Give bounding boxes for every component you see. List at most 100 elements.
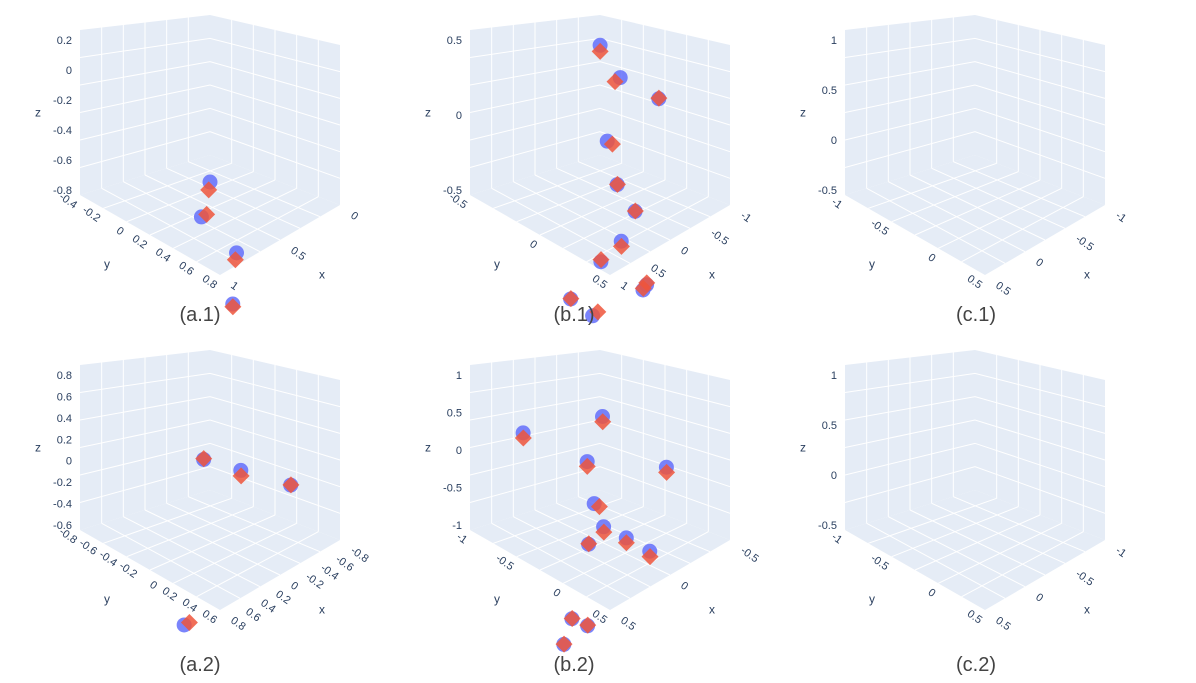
x-tick-label: -1 xyxy=(1113,210,1128,225)
point-diamond xyxy=(591,42,609,60)
x-tick-label: 0.5 xyxy=(648,262,667,281)
x-tick-label: -0.5 xyxy=(738,545,760,566)
grid-line xyxy=(79,442,341,488)
point-diamond xyxy=(232,467,250,485)
y-tick-label: -0.2 xyxy=(117,560,139,581)
x-axis-label: x xyxy=(709,268,715,282)
caption-c1: (c.1) xyxy=(956,304,996,326)
y-axis-label: y xyxy=(869,257,875,271)
point-diamond xyxy=(594,413,612,431)
y-tick-label: 0.6 xyxy=(200,608,219,627)
floor-pane xyxy=(80,490,340,610)
x-tick-label: 0 xyxy=(348,210,360,223)
floor-pane xyxy=(470,155,730,275)
point-diamond xyxy=(592,251,610,269)
z-tick-label: -0.4 xyxy=(53,125,72,137)
x-tick-label: -0.5 xyxy=(1073,233,1095,254)
caption-b2: (b.2) xyxy=(553,654,595,676)
y-tick-label: -0.2 xyxy=(80,204,102,225)
x-tick-label: 1 xyxy=(228,280,240,293)
point-diamond xyxy=(626,202,644,220)
y-tick-label: 0.4 xyxy=(153,246,172,265)
z-tick-label: 1 xyxy=(456,370,462,382)
caption-a1: (a.1) xyxy=(179,304,221,326)
z-tick-label: 0.2 xyxy=(57,35,72,47)
y-axis-label: y xyxy=(104,592,110,606)
x-tick-label: 0 xyxy=(678,580,690,593)
z-tick-label: 0.5 xyxy=(822,420,837,432)
y-tick-label: -0.5 xyxy=(868,552,890,573)
z-tick-label: 0 xyxy=(66,456,72,468)
x-tick-label: -1 xyxy=(1113,545,1128,560)
y-tick-label: -0.5 xyxy=(493,552,515,573)
chart-c1: 10.50-0.5z-1-0.500.5y-1-0.500.5x xyxy=(800,15,1128,298)
z-tick-label: -0.5 xyxy=(443,185,462,197)
z-tick-label: -0.2 xyxy=(53,95,72,107)
y-tick-label: 0 xyxy=(551,586,563,599)
caption-b1: (b.1) xyxy=(553,304,595,326)
y-tick-label: -0.5 xyxy=(868,217,890,238)
z-tick-label: 0 xyxy=(456,445,462,457)
y-axis-label: y xyxy=(104,257,110,271)
point-diamond xyxy=(195,450,213,468)
grid-line xyxy=(844,107,1106,153)
y-tick-label: -0.6 xyxy=(77,537,99,558)
point-diamond xyxy=(563,610,581,628)
point-diamond xyxy=(590,498,608,516)
point-diamond xyxy=(226,251,244,269)
z-tick-label: 1 xyxy=(831,35,837,47)
grid-line xyxy=(101,522,241,599)
point-diamond xyxy=(641,548,659,566)
point-diamond xyxy=(562,290,580,308)
x-tick-label: 0 xyxy=(678,245,690,258)
z-axis-label: z xyxy=(425,441,431,455)
z-tick-label: -0.2 xyxy=(53,477,72,489)
grid-line xyxy=(101,187,241,264)
z-axis-label: z xyxy=(800,106,806,120)
y-tick-label: 0.4 xyxy=(180,596,199,615)
chart-a2: 0.80.60.40.20-0.2-0.4-0.6z-0.8-0.6-0.4-0… xyxy=(35,350,371,633)
y-tick-label: 0 xyxy=(926,251,938,264)
caption-a2: (a.2) xyxy=(179,654,221,676)
x-tick-label: 0 xyxy=(1033,256,1045,269)
point-diamond xyxy=(617,534,635,552)
z-axis-label: z xyxy=(800,441,806,455)
y-tick-label: 0 xyxy=(527,238,539,251)
x-tick-label: 0.5 xyxy=(993,615,1012,634)
floor-pane xyxy=(470,490,730,610)
y-tick-label: 0.5 xyxy=(965,608,984,627)
point-diamond xyxy=(634,279,652,297)
y-tick-label: 0 xyxy=(114,225,126,238)
grid-line xyxy=(79,131,341,179)
z-axis-label: z xyxy=(35,106,41,120)
z-tick-label: 0 xyxy=(66,65,72,77)
y-tick-label: -1 xyxy=(829,531,844,546)
z-tick-label: -0.8 xyxy=(53,185,72,197)
z-tick-label: 0.4 xyxy=(57,413,72,425)
z-tick-label: 0.5 xyxy=(447,408,462,420)
grid-line xyxy=(844,466,1106,514)
y-tick-label: 0.2 xyxy=(130,233,149,252)
y-tick-label: 0.2 xyxy=(160,585,179,604)
grid-line xyxy=(491,187,631,264)
z-tick-label: -0.6 xyxy=(53,520,72,532)
z-axis-label: z xyxy=(425,106,431,120)
x-axis-label: x xyxy=(1084,603,1090,617)
x-tick-label: 0.5 xyxy=(618,615,637,634)
x-axis-label: x xyxy=(319,603,325,617)
chart-c2: 10.50-0.5z-1-0.500.5y-1-0.500.5x xyxy=(800,350,1128,633)
y-tick-label: 0.8 xyxy=(200,273,219,292)
x-tick-label: -0.5 xyxy=(1073,568,1095,589)
y-tick-label: 0.6 xyxy=(176,260,195,279)
point-diamond xyxy=(514,429,532,447)
x-tick-label: -0.5 xyxy=(708,227,730,248)
x-tick-label: 0.5 xyxy=(993,280,1012,299)
x-axis-label: x xyxy=(1084,268,1090,282)
z-tick-label: -0.4 xyxy=(53,499,72,511)
y-tick-label: 0.5 xyxy=(965,273,984,292)
floor-pane xyxy=(845,155,1105,275)
caption-c2: (c.2) xyxy=(956,654,996,676)
point-diamond xyxy=(198,205,216,223)
z-tick-label: -0.5 xyxy=(443,483,462,495)
